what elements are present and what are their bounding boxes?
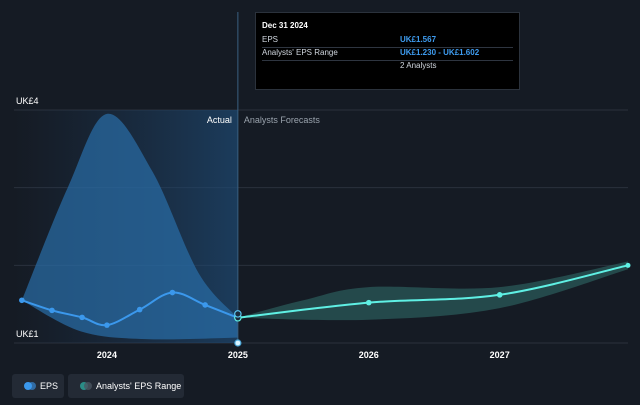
legend-analysts-eps-range[interactable]: Analysts' EPS Range — [68, 374, 184, 398]
tooltip-range-row: Analysts' EPS Range UK£1.230 - UK£1.602 — [262, 46, 513, 61]
legend-range-label: Analysts' EPS Range — [96, 381, 182, 391]
range-dot-icon-secondary — [84, 382, 92, 390]
forecast-point — [365, 299, 372, 306]
tooltip-range-value: UK£1.230 - UK£1.602 — [400, 48, 480, 57]
historical-eps-range-area — [21, 113, 238, 340]
eps-point — [202, 302, 208, 308]
tooltip-analysts-count: 2 Analysts — [400, 61, 437, 70]
eps-forecast-series-line — [237, 264, 629, 319]
y-axis-bottom-label: UK£1 — [16, 329, 39, 339]
forecast-point — [496, 292, 503, 298]
legend-eps[interactable]: EPS — [12, 374, 64, 398]
eps-point — [169, 289, 176, 296]
x-tick-label: 2024 — [97, 350, 117, 360]
x-tick-label: 2025 — [228, 350, 248, 360]
tooltip-eps-label: EPS — [262, 35, 279, 44]
eps-point — [104, 322, 110, 328]
x-axis-ticks: 2024 2025 2026 2027 — [97, 350, 510, 360]
x-tick-label: 2027 — [490, 350, 510, 360]
x-tick-label: 2026 — [359, 350, 379, 360]
data-points — [19, 262, 631, 347]
eps-point — [136, 306, 143, 313]
tooltip-date: Dec 31 2024 — [262, 21, 308, 30]
eps-point — [79, 314, 85, 321]
eps-point — [19, 297, 25, 304]
legend-eps-label: EPS — [40, 381, 59, 391]
y-axis-top-label: UK£4 — [16, 96, 39, 106]
tooltip-eps-value: UK£1.567 — [400, 35, 437, 44]
eps-dot-icon-secondary — [28, 382, 36, 390]
actual-section-label: Actual — [207, 115, 232, 125]
forecast-section-label: Analysts Forecasts — [244, 115, 321, 125]
forecast-point — [625, 262, 631, 268]
tooltip-eps-row: EPS UK£1.567 — [262, 33, 513, 48]
selected-eps-marker — [234, 310, 242, 318]
tooltip-range-label: Analysts' EPS Range — [262, 48, 338, 57]
eps-point — [49, 307, 55, 314]
eps-tooltip: Dec 31 2024 EPS UK£1.567 Analysts' EPS R… — [255, 12, 520, 90]
axis-hover-marker — [234, 339, 242, 347]
